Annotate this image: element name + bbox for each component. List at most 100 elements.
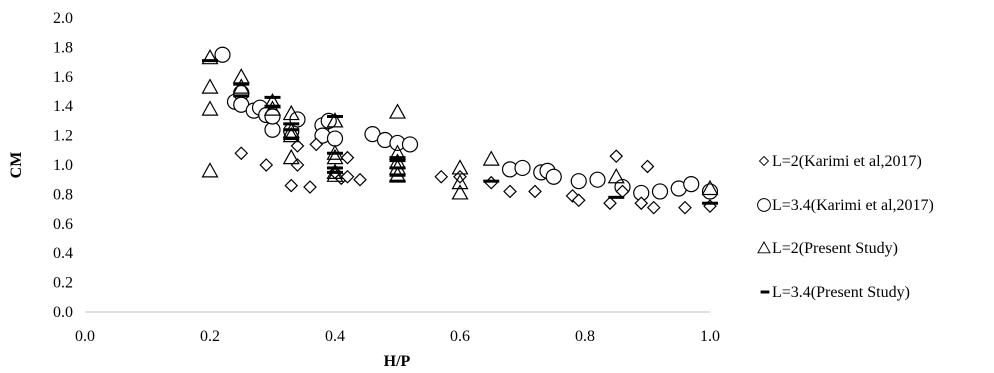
data-point-diamond xyxy=(303,180,317,194)
data-point-triangle xyxy=(201,78,219,94)
data-point-diamond xyxy=(503,184,517,199)
y-tick-label: 1.0 xyxy=(53,157,73,174)
data-point-triangle xyxy=(263,93,282,109)
data-point-dash xyxy=(264,95,281,99)
data-point-diamond xyxy=(309,137,324,152)
data-point-diamond xyxy=(340,150,355,165)
data-point-circle xyxy=(514,159,531,177)
data-point-dash xyxy=(389,166,406,170)
data-point-circle xyxy=(214,46,231,63)
y-tick-label: 1.2 xyxy=(53,128,73,145)
y-tick-label: 2.0 xyxy=(53,10,73,27)
data-point-dash xyxy=(202,59,218,63)
x-tick-label: 0.2 xyxy=(200,328,220,345)
data-point-diamond xyxy=(646,200,661,215)
legend-marker-circle xyxy=(757,198,771,212)
y-tick-labels: 0.0 0.2 0.4 0.6 0.8 1.0 1.2 1.4 1.6 1.8 2.0 xyxy=(53,10,73,321)
y-tick-label: 0.0 xyxy=(53,304,73,321)
data-point-diamond xyxy=(234,146,249,161)
legend-label: L=3.4(Present Study) xyxy=(772,284,910,301)
data-point-dash xyxy=(327,151,343,155)
data-point-dash xyxy=(389,173,406,177)
data-point-circle xyxy=(570,173,587,190)
data-point-dash xyxy=(327,166,343,170)
y-tick-label: 0.6 xyxy=(53,216,73,233)
data-point-triangle xyxy=(282,104,300,121)
data-point-circle xyxy=(683,176,700,193)
data-point-dash xyxy=(389,179,406,183)
data-point-circle xyxy=(651,183,669,200)
x-tick-label: 0.4 xyxy=(325,328,345,345)
data-point-diamond xyxy=(571,193,586,208)
data-point-diamond xyxy=(290,158,305,172)
data-point-circle xyxy=(401,136,419,153)
x-tick-label: 1.0 xyxy=(700,328,720,345)
data-points xyxy=(201,46,719,215)
data-point-diamond xyxy=(290,139,305,153)
legend-label: L=2(Karimi et al,2017) xyxy=(772,153,922,170)
data-point-diamond xyxy=(528,184,542,199)
data-point-dash xyxy=(389,156,406,160)
data-point-dash xyxy=(608,195,625,199)
x-tick-labels: 0.0 0.2 0.4 0.6 0.8 1.0 xyxy=(75,328,720,345)
data-point-dash xyxy=(233,94,250,98)
y-tick-label: 0.2 xyxy=(53,275,73,292)
x-tick-label: 0.8 xyxy=(575,328,595,345)
data-point-circle xyxy=(589,171,606,188)
legend-marker-diamond xyxy=(758,155,770,167)
y-tick-label: 1.8 xyxy=(53,39,73,56)
y-tick-label: 1.6 xyxy=(53,69,73,86)
data-point-triangle xyxy=(282,148,300,165)
data-point-triangle xyxy=(326,166,344,182)
data-point-dash xyxy=(702,201,718,205)
data-point-triangle xyxy=(451,173,469,190)
data-point-triangle xyxy=(263,100,282,116)
data-point-triangle xyxy=(282,126,300,143)
data-point-diamond xyxy=(353,172,367,187)
x-tick-label: 0.0 xyxy=(75,328,95,345)
legend-marker-dash xyxy=(760,290,770,294)
data-point-diamond xyxy=(340,169,355,184)
x-tick-label: 0.6 xyxy=(450,328,470,345)
data-point-triangle xyxy=(201,100,219,116)
data-point-triangle xyxy=(701,179,719,196)
y-tick-label: 0.4 xyxy=(53,245,73,262)
data-point-triangle xyxy=(232,78,250,94)
data-point-diamond xyxy=(609,149,624,164)
y-tick-label: 1.4 xyxy=(53,98,73,115)
data-point-triangle xyxy=(451,184,469,200)
data-point-triangle xyxy=(388,103,407,119)
data-point-triangle xyxy=(201,162,219,178)
legend-marker-triangle xyxy=(757,241,771,254)
data-point-diamond xyxy=(678,200,692,215)
legend-label: L=2(Present Study) xyxy=(772,240,898,257)
data-point-diamond xyxy=(453,169,467,184)
data-point-diamond xyxy=(634,196,649,211)
data-point-diamond xyxy=(259,158,274,172)
data-point-diamond xyxy=(603,196,617,211)
data-point-circle xyxy=(326,130,344,147)
x-axis-title: H/P xyxy=(384,353,411,370)
data-point-dash xyxy=(327,114,343,118)
legend: L=2(Karimi et al,2017) L=3.4(Karimi et al… xyxy=(757,153,934,301)
data-point-dash xyxy=(233,82,250,86)
data-point-diamond xyxy=(640,159,655,174)
legend-label: L=3.4(Karimi et al,2017) xyxy=(772,197,934,214)
data-point-triangle xyxy=(482,150,500,166)
data-point-circle xyxy=(264,108,281,125)
data-point-triangle xyxy=(326,112,344,128)
data-point-triangle xyxy=(607,168,625,184)
y-axis-title: CM xyxy=(8,152,25,179)
data-point-dash xyxy=(283,128,300,132)
data-point-dash xyxy=(264,104,281,108)
data-point-dash xyxy=(283,137,300,141)
data-point-dash xyxy=(283,122,300,126)
data-point-dash xyxy=(389,159,406,163)
data-point-diamond xyxy=(284,178,299,193)
data-point-diamond xyxy=(434,169,449,184)
data-point-dash xyxy=(483,179,500,183)
data-point-circle xyxy=(545,168,562,185)
y-tick-label: 0.8 xyxy=(53,186,73,203)
data-point-triangle xyxy=(201,48,219,65)
